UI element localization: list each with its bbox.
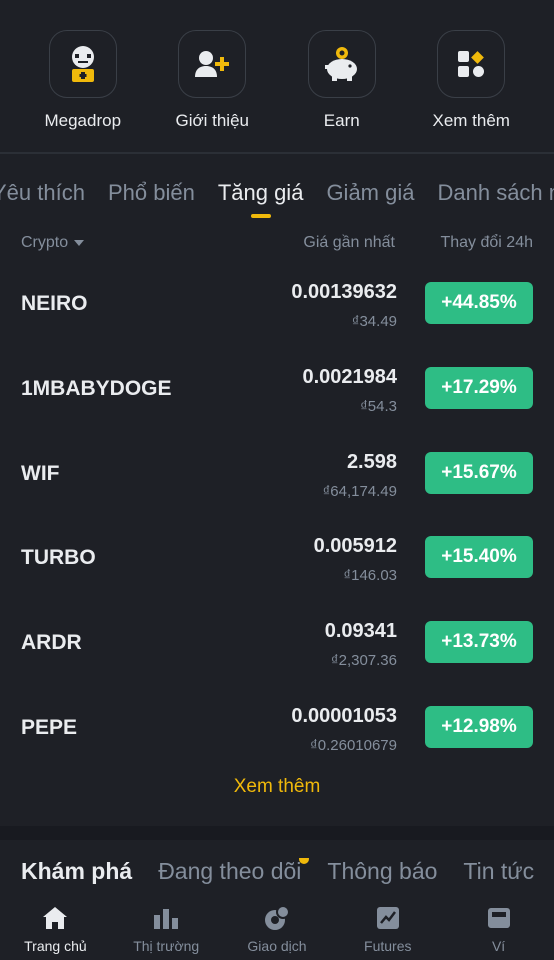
row-symbol: TURBO (21, 546, 96, 570)
see-more-link[interactable]: Xem thêm (233, 776, 321, 797)
add-user-icon-box (178, 30, 247, 98)
row-local-price: ₫54.3 (360, 397, 397, 415)
market-tabs: Yêu thích Phổ biến Tăng giá Giảm giá Dan… (0, 166, 554, 226)
tab-losers[interactable]: Giảm giá (326, 180, 415, 205)
tab-gainers[interactable]: Tăng giá (218, 180, 304, 220)
market-row[interactable]: ARDR 0.09341 ₫2,307.36 +13.73% (0, 601, 554, 686)
tab-discover-label: Khám phá (21, 858, 133, 884)
market-row[interactable]: NEIRO 0.00139632 ₫34.49 +44.85% (0, 262, 554, 347)
shortcut-megadrop[interactable]: Megadrop (28, 0, 138, 152)
home-icon (41, 904, 69, 932)
row-price: 2.598 (346, 450, 397, 473)
change-badge[interactable]: +12.98% (425, 705, 533, 748)
row-symbol: NEIRO (21, 292, 88, 315)
futures-icon (374, 904, 402, 932)
column-price-label: Giá gần nhất (303, 234, 395, 251)
shortcut-label: Earn (323, 111, 360, 130)
tab-news[interactable]: Tin tức (463, 858, 534, 885)
tab-following-label: Đang theo dõi (158, 858, 302, 884)
add-user-icon (195, 51, 230, 77)
bottom-nav: Trang chủ Thị trường Giao dịch Futures V… (0, 896, 554, 960)
row-price: 0.0021984 (302, 365, 397, 388)
market-row[interactable]: 1MBABYDOGE 0.0021984 ₫54.3 +17.29% (0, 347, 554, 432)
row-local-price: ₫2,307.36 (330, 652, 397, 670)
wallet-icon (485, 904, 513, 932)
section-divider (0, 826, 554, 840)
nav-home[interactable]: Trang chủ (0, 896, 111, 960)
change-badge[interactable]: +17.29% (425, 366, 533, 409)
change-badge[interactable]: +15.67% (425, 451, 533, 494)
megadrop-icon (71, 46, 94, 82)
nav-label: Futures (364, 938, 412, 954)
change-badge[interactable]: +15.40% (425, 536, 533, 579)
tab-favorites[interactable]: Yêu thích (0, 180, 85, 205)
row-price: 0.00001053 (291, 704, 397, 727)
nav-trade[interactable]: Giao dịch (222, 896, 333, 960)
row-local-price: ₫0.26010679 (310, 736, 397, 754)
tab-announcements[interactable]: Thông báo (327, 858, 437, 885)
shortcut-referral[interactable]: Giới thiệu (157, 0, 267, 152)
tab-announcements-label: Thông báo (327, 858, 438, 884)
column-crypto-label: Crypto (21, 234, 69, 251)
row-symbol: WIF (21, 461, 60, 485)
trade-icon (263, 904, 291, 932)
change-badge[interactable]: +13.73% (425, 621, 533, 664)
row-local-price: ₫146.03 (343, 567, 397, 585)
tab-popular[interactable]: Phổ biến (107, 180, 195, 205)
row-price: 0.00139632 (291, 281, 397, 303)
notification-dot (299, 858, 310, 864)
nav-markets[interactable]: Thị trường (111, 896, 222, 960)
bar-chart-icon (152, 904, 180, 932)
caret-down-icon (74, 239, 85, 246)
feed-tabs: Khám phá Đang theo dõi Thông báo Tin tức (0, 858, 554, 894)
shortcut-label: Megadrop (44, 111, 122, 130)
piggy-bank-icon-box (307, 30, 376, 98)
row-symbol: ARDR (21, 631, 82, 655)
more-grid-icon (458, 51, 485, 77)
row-symbol: PEPE (21, 715, 78, 739)
nav-wallet[interactable]: Ví (443, 896, 554, 960)
nav-label: Thị trường (133, 938, 200, 954)
market-row[interactable]: PEPE 0.00001053 ₫0.26010679 +12.98% (0, 686, 554, 771)
nav-label: Trang chủ (24, 938, 87, 954)
nav-label: Giao dịch (247, 938, 307, 954)
column-header: Crypto Giá gần nhất Thay đổi 24h (0, 232, 554, 256)
shortcut-label: Giới thiệu (175, 111, 249, 130)
column-change-label: Thay đổi 24h (440, 234, 533, 251)
nav-futures[interactable]: Futures (332, 896, 443, 960)
section-divider (0, 152, 554, 154)
shortcut-earn[interactable]: Earn (287, 0, 397, 152)
row-price: 0.09341 (324, 620, 397, 643)
shortcut-label: Xem thêm (432, 111, 510, 130)
tab-news-label: Tin tức (463, 858, 535, 884)
market-list: NEIRO 0.00139632 ₫34.49 +44.85% 1MBABYDO… (0, 262, 554, 771)
change-badge[interactable]: +44.85% (425, 282, 533, 324)
market-row[interactable]: WIF 2.598 ₫64,174.49 +15.67% (0, 432, 554, 517)
row-local-price: ₫34.49 (351, 313, 397, 330)
row-local-price: ₫64,174.49 (322, 482, 397, 500)
shortcuts-bar: Megadrop Giới thiệu Earn (0, 0, 554, 152)
row-symbol: 1MBABYDOGE (21, 376, 172, 400)
shortcut-more[interactable]: Xem thêm (416, 0, 526, 152)
megadrop-icon-box (48, 30, 117, 98)
row-price: 0.005912 (313, 535, 397, 558)
nav-label: Ví (491, 938, 506, 954)
sort-crypto-button[interactable]: Crypto (21, 234, 85, 252)
market-row[interactable]: TURBO 0.005912 ₫146.03 +15.40% (0, 516, 554, 601)
piggy-bank-icon (324, 47, 357, 81)
tab-new-listings[interactable]: Danh sách mới (437, 180, 554, 205)
more-grid-icon-box (437, 30, 506, 98)
tab-discover[interactable]: Khám phá (21, 858, 132, 885)
tab-following[interactable]: Đang theo dõi (158, 858, 310, 885)
